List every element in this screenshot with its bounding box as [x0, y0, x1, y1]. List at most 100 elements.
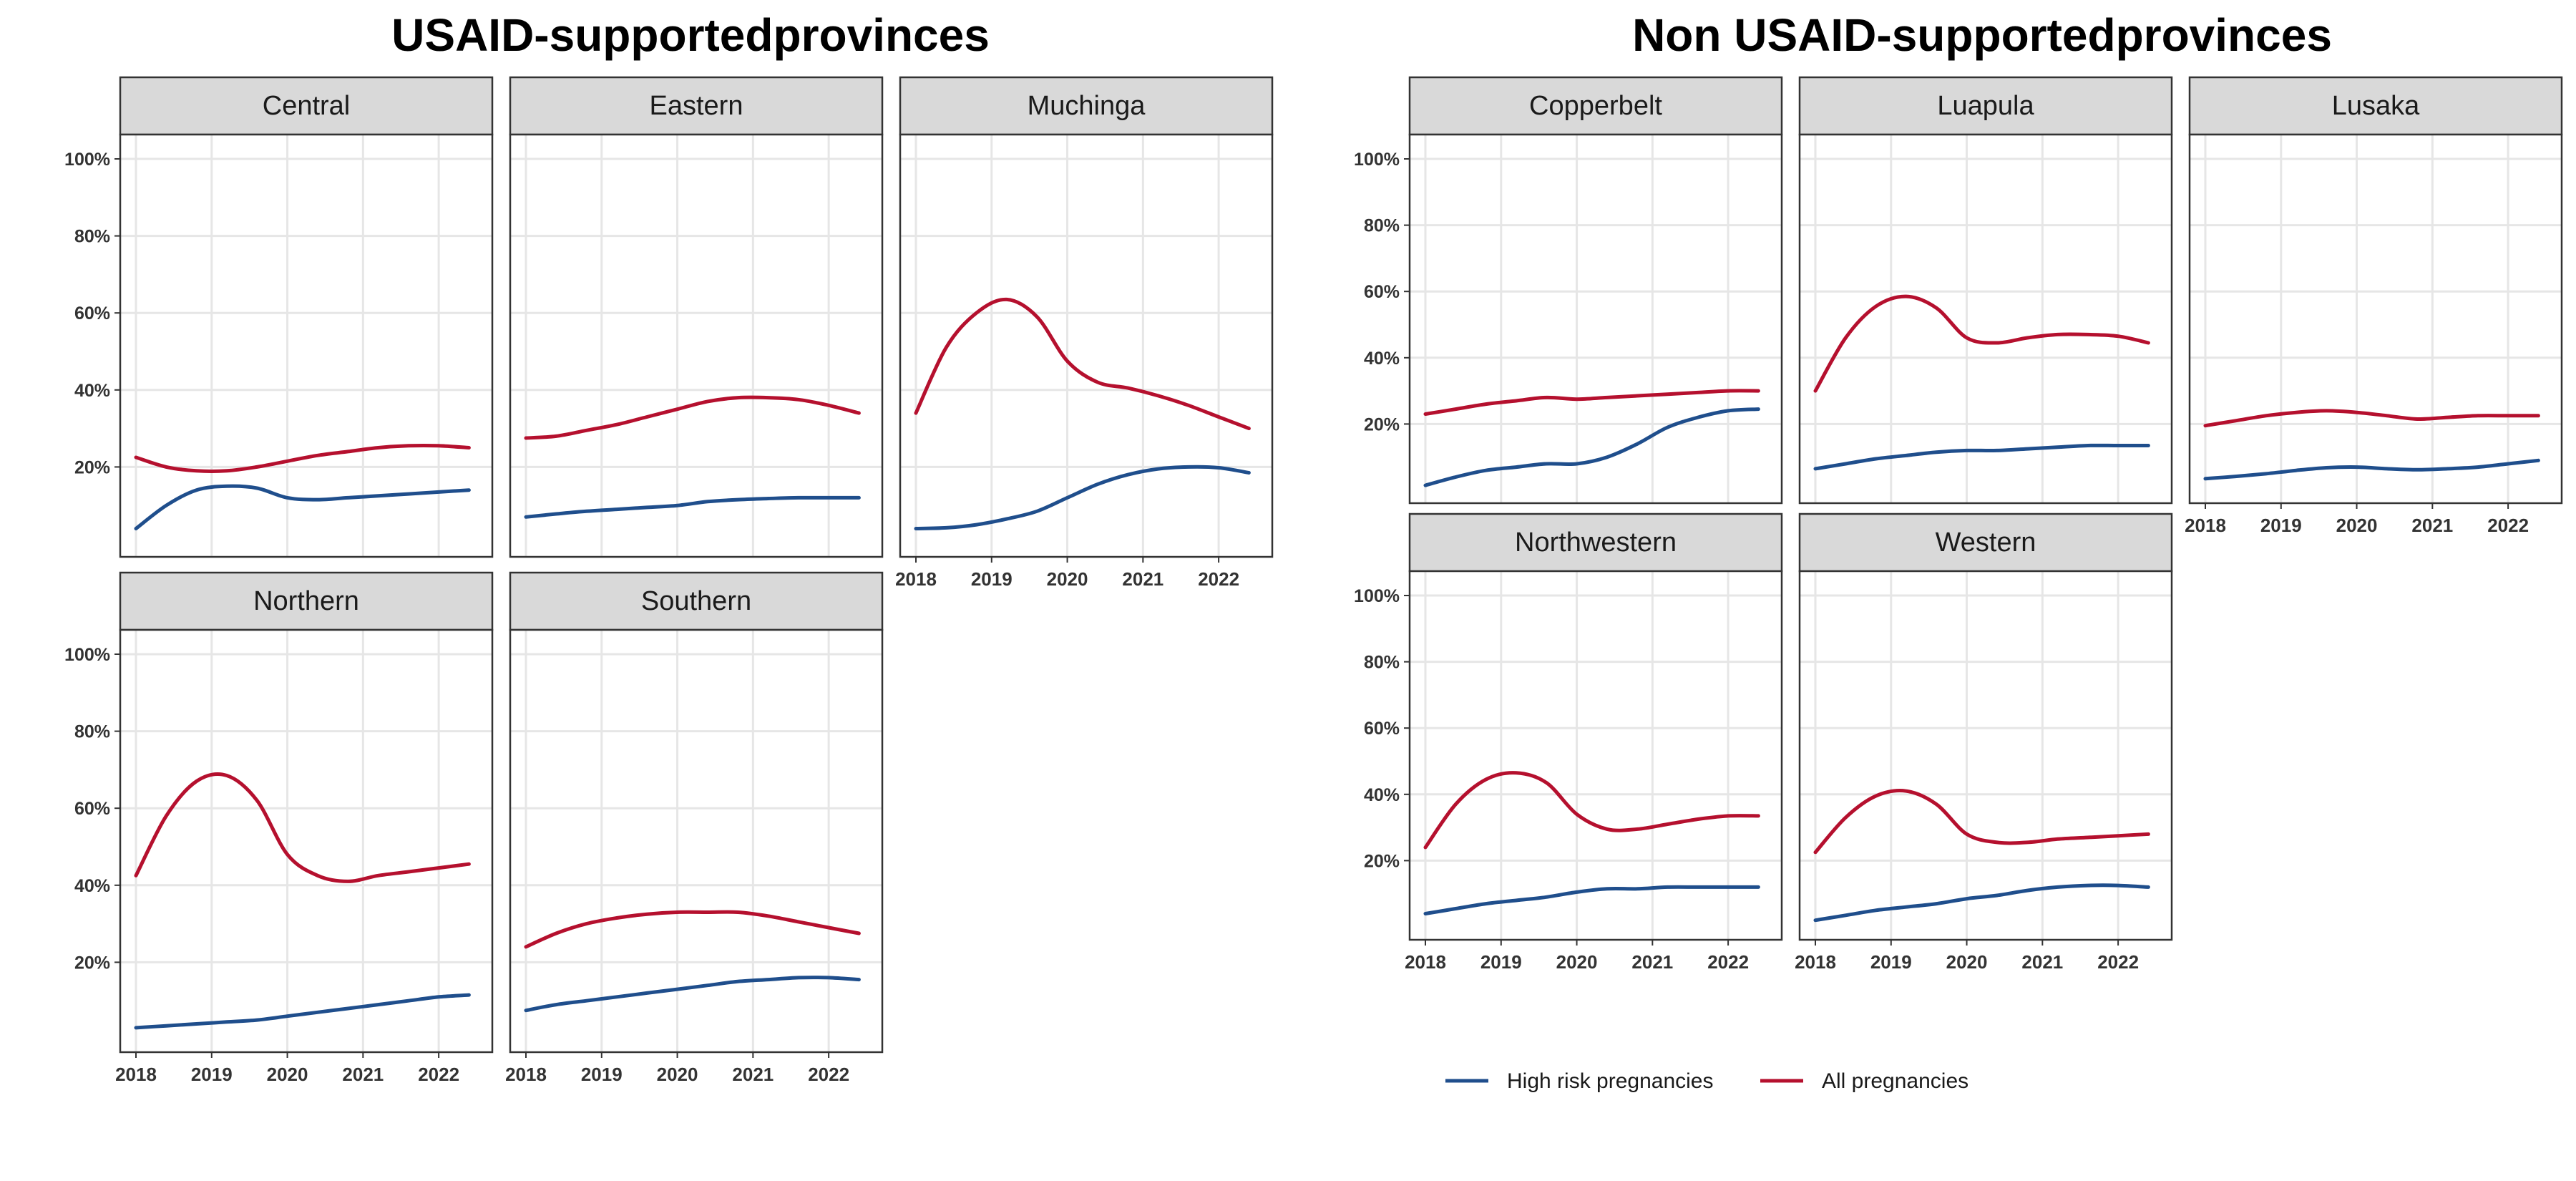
series-line-high-risk-pregnancies: [914, 465, 1251, 530]
plot-area: [1410, 571, 1782, 940]
x-tick-label: 2019: [971, 568, 1013, 590]
y-tick-label: 40%: [74, 381, 110, 401]
x-tick-label: 2020: [657, 1064, 698, 1085]
plot-area: [900, 135, 1272, 557]
y-tick-label: 80%: [1364, 653, 1400, 673]
panel-northwestern: Northwestern 20% 40% 60% 80% 100% 2018 2019 2020…: [1354, 512, 1783, 973]
panels-layer: Central 20% 40% 60% 80% 100% Eastern Muchinga 20…: [64, 76, 2563, 1085]
legend: High risk pregnancies All pregnancies: [1445, 1069, 1968, 1093]
panel-copperbelt: Copperbelt 20% 40% 60% 80% 100%: [1354, 76, 1783, 505]
series-line-all-pregnancies: [524, 910, 861, 949]
panel-border: [1798, 133, 2173, 505]
strip-label-western: Western: [1936, 528, 2036, 558]
series-line-high-risk-pregnancies: [1813, 883, 2150, 923]
series-line-all-pregnancies: [1813, 789, 2150, 855]
plot-area: [1410, 135, 1782, 503]
y-tick-label: 100%: [64, 150, 110, 170]
panel-muchinga: Muchinga 2018 2019 2020 2021 2022: [895, 76, 1274, 590]
y-tick-label: 20%: [74, 953, 110, 973]
series-line-all-pregnancies: [524, 395, 861, 440]
panel-lusaka: Lusaka 2018 2019 2020 2021 2022: [2185, 76, 2563, 536]
plot-area: [2190, 135, 2562, 503]
strip-muchinga: [899, 76, 1274, 136]
series-line-high-risk-pregnancies: [1423, 885, 1760, 915]
strip-label-central: Central: [263, 91, 351, 121]
strip-eastern: [509, 76, 884, 136]
legend-label-high-risk-pregnancies: High risk pregnancies: [1507, 1069, 1713, 1093]
y-tick-label: 20%: [1364, 414, 1400, 434]
x-tick-label: 2019: [2260, 515, 2302, 536]
x-tick-label: 2022: [808, 1064, 849, 1085]
series-line-all-pregnancies: [2203, 409, 2540, 428]
series-line-high-risk-pregnancies: [134, 484, 471, 530]
y-tick-label: 80%: [1364, 216, 1400, 236]
strip-label-southern: Southern: [641, 586, 751, 616]
y-tick-label: 60%: [74, 303, 110, 324]
strip-label-copperbelt: Copperbelt: [1529, 91, 1662, 121]
y-tick-label: 60%: [1364, 282, 1400, 302]
panel-central: Central 20% 40% 60% 80% 100%: [64, 76, 494, 558]
x-tick-label: 2021: [732, 1064, 774, 1085]
strip-luapula: [1798, 76, 2173, 136]
x-tick-label: 2021: [2411, 515, 2453, 536]
legend-label-all-pregnancies: All pregnancies: [1822, 1069, 1968, 1093]
x-tick-label: 2018: [2185, 515, 2226, 536]
panel-eastern: Eastern: [509, 76, 884, 558]
x-tick-label: 2018: [1795, 951, 1836, 973]
series-line-all-pregnancies: [1423, 389, 1760, 416]
plot-area: [1800, 135, 2172, 503]
series-line-all-pregnancies: [1813, 294, 2150, 393]
x-tick-label: 2019: [1870, 951, 1912, 973]
x-tick-label: 2021: [1122, 568, 1163, 590]
series-line-high-risk-pregnancies: [1813, 443, 2150, 471]
x-tick-label: 2020: [2336, 515, 2378, 536]
x-tick-label: 2022: [1198, 568, 1239, 590]
x-tick-label: 2021: [2021, 951, 2063, 973]
strip-western: [1798, 512, 2173, 573]
series-line-high-risk-pregnancies: [524, 495, 861, 519]
y-tick-label: 100%: [1354, 586, 1400, 606]
strip-label-eastern: Eastern: [650, 91, 743, 121]
panel-border: [2188, 133, 2563, 505]
strip-label-luapula: Luapula: [1937, 91, 2034, 121]
strip-northwestern: [1408, 512, 1783, 573]
strip-southern: [509, 571, 884, 631]
group-title-non-usaid: Non USAID-supportedprovinces: [1632, 9, 2332, 61]
y-tick-label: 40%: [74, 876, 110, 896]
strip-label-northern: Northern: [253, 586, 359, 616]
strip-label-muchinga: Muchinga: [1028, 91, 1146, 121]
plot-area: [1800, 571, 2172, 940]
x-tick-label: 2018: [115, 1064, 157, 1085]
y-tick-label: 60%: [1364, 719, 1400, 739]
x-tick-label: 2022: [2487, 515, 2529, 536]
series-line-all-pregnancies: [134, 772, 471, 883]
plot-area: [510, 630, 882, 1052]
strip-copperbelt: [1408, 76, 1783, 136]
y-tick-label: 20%: [74, 457, 110, 477]
x-tick-label: 2019: [581, 1064, 623, 1085]
panel-northern: Northern 20% 40% 60% 80% 100% 2018 2019 2020 2021…: [64, 571, 494, 1085]
x-tick-label: 2022: [418, 1064, 459, 1085]
series-line-high-risk-pregnancies: [524, 976, 861, 1013]
x-tick-label: 2021: [342, 1064, 384, 1085]
y-tick-label: 40%: [1364, 785, 1400, 805]
x-tick-label: 2020: [1047, 568, 1088, 590]
y-tick-label: 80%: [74, 227, 110, 247]
strip-label-lusaka: Lusaka: [2332, 91, 2420, 121]
panel-border: [119, 628, 494, 1054]
x-tick-label: 2018: [895, 568, 937, 590]
plot-area: [120, 135, 492, 557]
x-tick-label: 2020: [267, 1064, 308, 1085]
group-title-usaid: USAID-supportedprovinces: [391, 9, 990, 61]
strip-label-northwestern: Northwestern: [1515, 528, 1677, 558]
panel-western: Western 2018 2019 2020 2021 2022: [1795, 512, 2173, 973]
x-tick-label: 2019: [191, 1064, 233, 1085]
x-tick-label: 2020: [1556, 951, 1598, 973]
y-tick-label: 100%: [1354, 150, 1400, 170]
series-line-all-pregnancies: [914, 297, 1251, 431]
panel-border: [119, 133, 494, 558]
x-tick-label: 2021: [1631, 951, 1673, 973]
plot-area: [120, 630, 492, 1052]
x-tick-label: 2022: [2097, 951, 2139, 973]
